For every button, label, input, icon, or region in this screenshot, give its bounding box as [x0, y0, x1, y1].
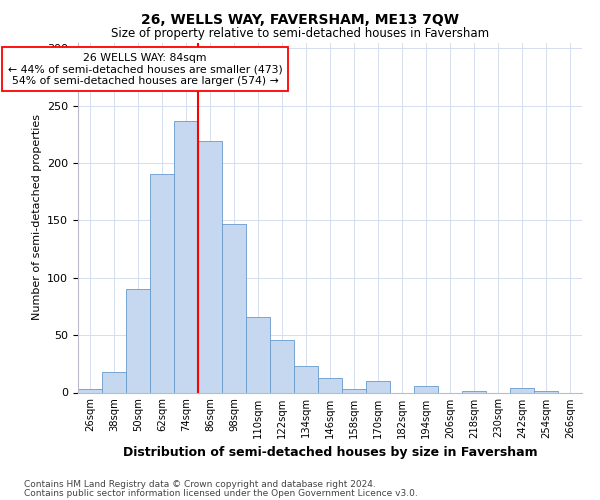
Bar	[174, 120, 198, 392]
X-axis label: Distribution of semi-detached houses by size in Faversham: Distribution of semi-detached houses by …	[122, 446, 538, 459]
Bar	[270, 340, 294, 392]
Bar	[366, 381, 390, 392]
Bar	[102, 372, 126, 392]
Y-axis label: Number of semi-detached properties: Number of semi-detached properties	[32, 114, 41, 320]
Text: Contains public sector information licensed under the Open Government Licence v3: Contains public sector information licen…	[24, 489, 418, 498]
Bar	[414, 386, 438, 392]
Bar	[150, 174, 174, 392]
Bar	[510, 388, 534, 392]
Text: Size of property relative to semi-detached houses in Faversham: Size of property relative to semi-detach…	[111, 28, 489, 40]
Text: 26, WELLS WAY, FAVERSHAM, ME13 7QW: 26, WELLS WAY, FAVERSHAM, ME13 7QW	[141, 12, 459, 26]
Bar	[294, 366, 318, 392]
Bar	[318, 378, 342, 392]
Bar	[78, 389, 102, 392]
Bar	[246, 317, 270, 392]
Bar	[126, 289, 150, 393]
Bar	[222, 224, 246, 392]
Bar	[342, 389, 366, 392]
Bar	[198, 141, 222, 393]
Text: Contains HM Land Registry data © Crown copyright and database right 2024.: Contains HM Land Registry data © Crown c…	[24, 480, 376, 489]
Text: 26 WELLS WAY: 84sqm
← 44% of semi-detached houses are smaller (473)
54% of semi-: 26 WELLS WAY: 84sqm ← 44% of semi-detach…	[8, 53, 283, 86]
